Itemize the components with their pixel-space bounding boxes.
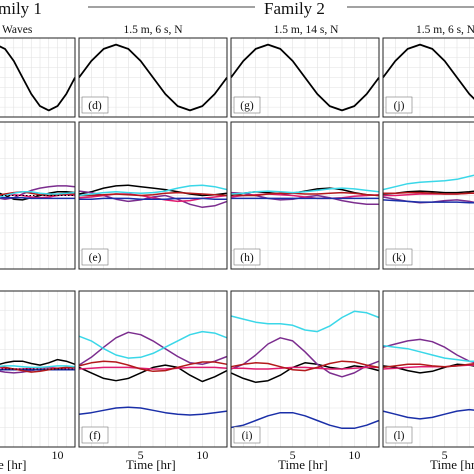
series-line-0 <box>0 358 76 366</box>
panel-wave-0 <box>0 37 76 118</box>
panel-label-box <box>385 248 413 266</box>
series-line-5 <box>78 330 228 359</box>
panel-frame <box>0 290 76 448</box>
panel-label-box <box>233 96 261 114</box>
panel-frame <box>78 290 228 448</box>
panel-middle-0 <box>0 121 76 270</box>
family2-title: Family 2 <box>264 0 325 18</box>
series-line-1 <box>382 338 474 364</box>
panel-wave-3: (j) <box>382 37 474 118</box>
x-tick-label: 5 <box>442 448 448 462</box>
x-tick-label: 10 <box>196 448 208 462</box>
series-line-0 <box>78 364 228 383</box>
series-line-0 <box>382 43 474 100</box>
series-line-4 <box>230 360 380 372</box>
series-line-1 <box>0 185 76 200</box>
series-line-3 <box>0 196 75 200</box>
series-line-4 <box>230 191 380 197</box>
panel-middle-2: (h) <box>230 121 380 270</box>
series-line-0 <box>78 184 228 197</box>
panel-label-box <box>81 96 109 114</box>
series-line-0 <box>0 191 76 201</box>
panel-bottom-0 <box>0 290 76 448</box>
panel-frame <box>78 121 228 270</box>
panel-frame <box>230 121 380 270</box>
series-line-5 <box>0 365 76 369</box>
series-line-1 <box>78 331 228 366</box>
panel-label: (l) <box>394 430 405 442</box>
x-tick-label: 10 <box>348 448 360 462</box>
series-line-0 <box>382 363 474 374</box>
panel-label-box <box>233 248 261 266</box>
condition-label-col2: 1.5 m, 14 s, N <box>274 24 340 36</box>
series-line-0 <box>382 190 474 195</box>
x-tick-label: 5 <box>290 448 296 462</box>
condition-label-col3: 1.5 m, 6 s, N <box>416 24 474 36</box>
series-line-4 <box>78 360 228 373</box>
series-line-0 <box>230 362 380 384</box>
panel-label-box <box>385 96 413 114</box>
panel-bottom-2: (i) <box>230 290 380 448</box>
series-line-3 <box>230 411 380 430</box>
panel-label-box <box>81 248 109 266</box>
x-tick-label: 10 <box>52 448 64 462</box>
panel-grid: (d) (g) (j) (e) (h) (k) (f) (i) (l) 5 10 5 10 5 10 <box>0 37 474 462</box>
panel-label: (k) <box>392 252 406 264</box>
series-line-4 <box>382 362 474 369</box>
panel-label-box <box>81 426 109 444</box>
panel-label: (g) <box>240 100 254 112</box>
series-line-5 <box>382 344 474 362</box>
panel-bottom-3: (l) <box>382 290 474 448</box>
panel-label: (h) <box>240 252 254 264</box>
series-line-0 <box>230 43 380 112</box>
panel-frame <box>78 37 228 118</box>
panel-frame <box>382 37 474 118</box>
family1-title: mily 1 <box>0 0 42 18</box>
panel-label: (e) <box>89 252 102 264</box>
series-line-5 <box>382 174 474 191</box>
panel-bottom-1: (f) <box>78 290 228 448</box>
x-tick-label: 5 <box>138 448 144 462</box>
panel-label-box <box>233 426 261 444</box>
panel-middle-1: (e) <box>78 121 228 270</box>
series-line-2 <box>231 366 379 370</box>
series-line-3 <box>382 408 474 420</box>
panel-frame <box>0 121 76 270</box>
series-line-5 <box>230 187 380 195</box>
series-line-3 <box>382 199 474 204</box>
panel-wave-2: (g) <box>230 37 380 118</box>
panel-frame <box>382 121 474 270</box>
x-axis-label-col2: Time [hr] <box>278 457 328 472</box>
condition-label-col0: Waves <box>2 24 33 36</box>
panel-wave-1: (d) <box>78 37 228 118</box>
x-axis-label-col0: e [hr] <box>0 457 27 472</box>
series-line-1 <box>230 337 380 378</box>
panel-frame <box>0 37 76 118</box>
panel-label: (f) <box>89 430 101 442</box>
series-line-4 <box>383 191 474 195</box>
series-line-5 <box>230 310 380 333</box>
panel-middle-3: (k) <box>382 121 474 270</box>
series-line-3 <box>79 197 227 200</box>
condition-label-col1: 1.5 m, 6 s, N <box>123 24 183 36</box>
x-axis-label-col1: Time [hr] <box>126 457 176 472</box>
x-axis-label-col3: Time [hr] <box>430 457 474 472</box>
series-line-0 <box>78 43 228 112</box>
series-line-5 <box>78 184 228 197</box>
panel-frame <box>230 290 380 448</box>
series-line-4 <box>79 191 228 197</box>
panel-label: (i) <box>242 430 253 442</box>
panel-label: (d) <box>88 100 102 112</box>
panel-frame <box>382 290 474 448</box>
series-line-0 <box>0 45 76 112</box>
panel-label-box <box>385 426 413 444</box>
series-line-4 <box>0 365 75 373</box>
panel-label: (j) <box>394 100 405 112</box>
series-line-2 <box>78 366 228 370</box>
panel-frame <box>230 37 380 118</box>
series-line-5 <box>0 191 76 198</box>
series-line-3 <box>78 406 228 416</box>
